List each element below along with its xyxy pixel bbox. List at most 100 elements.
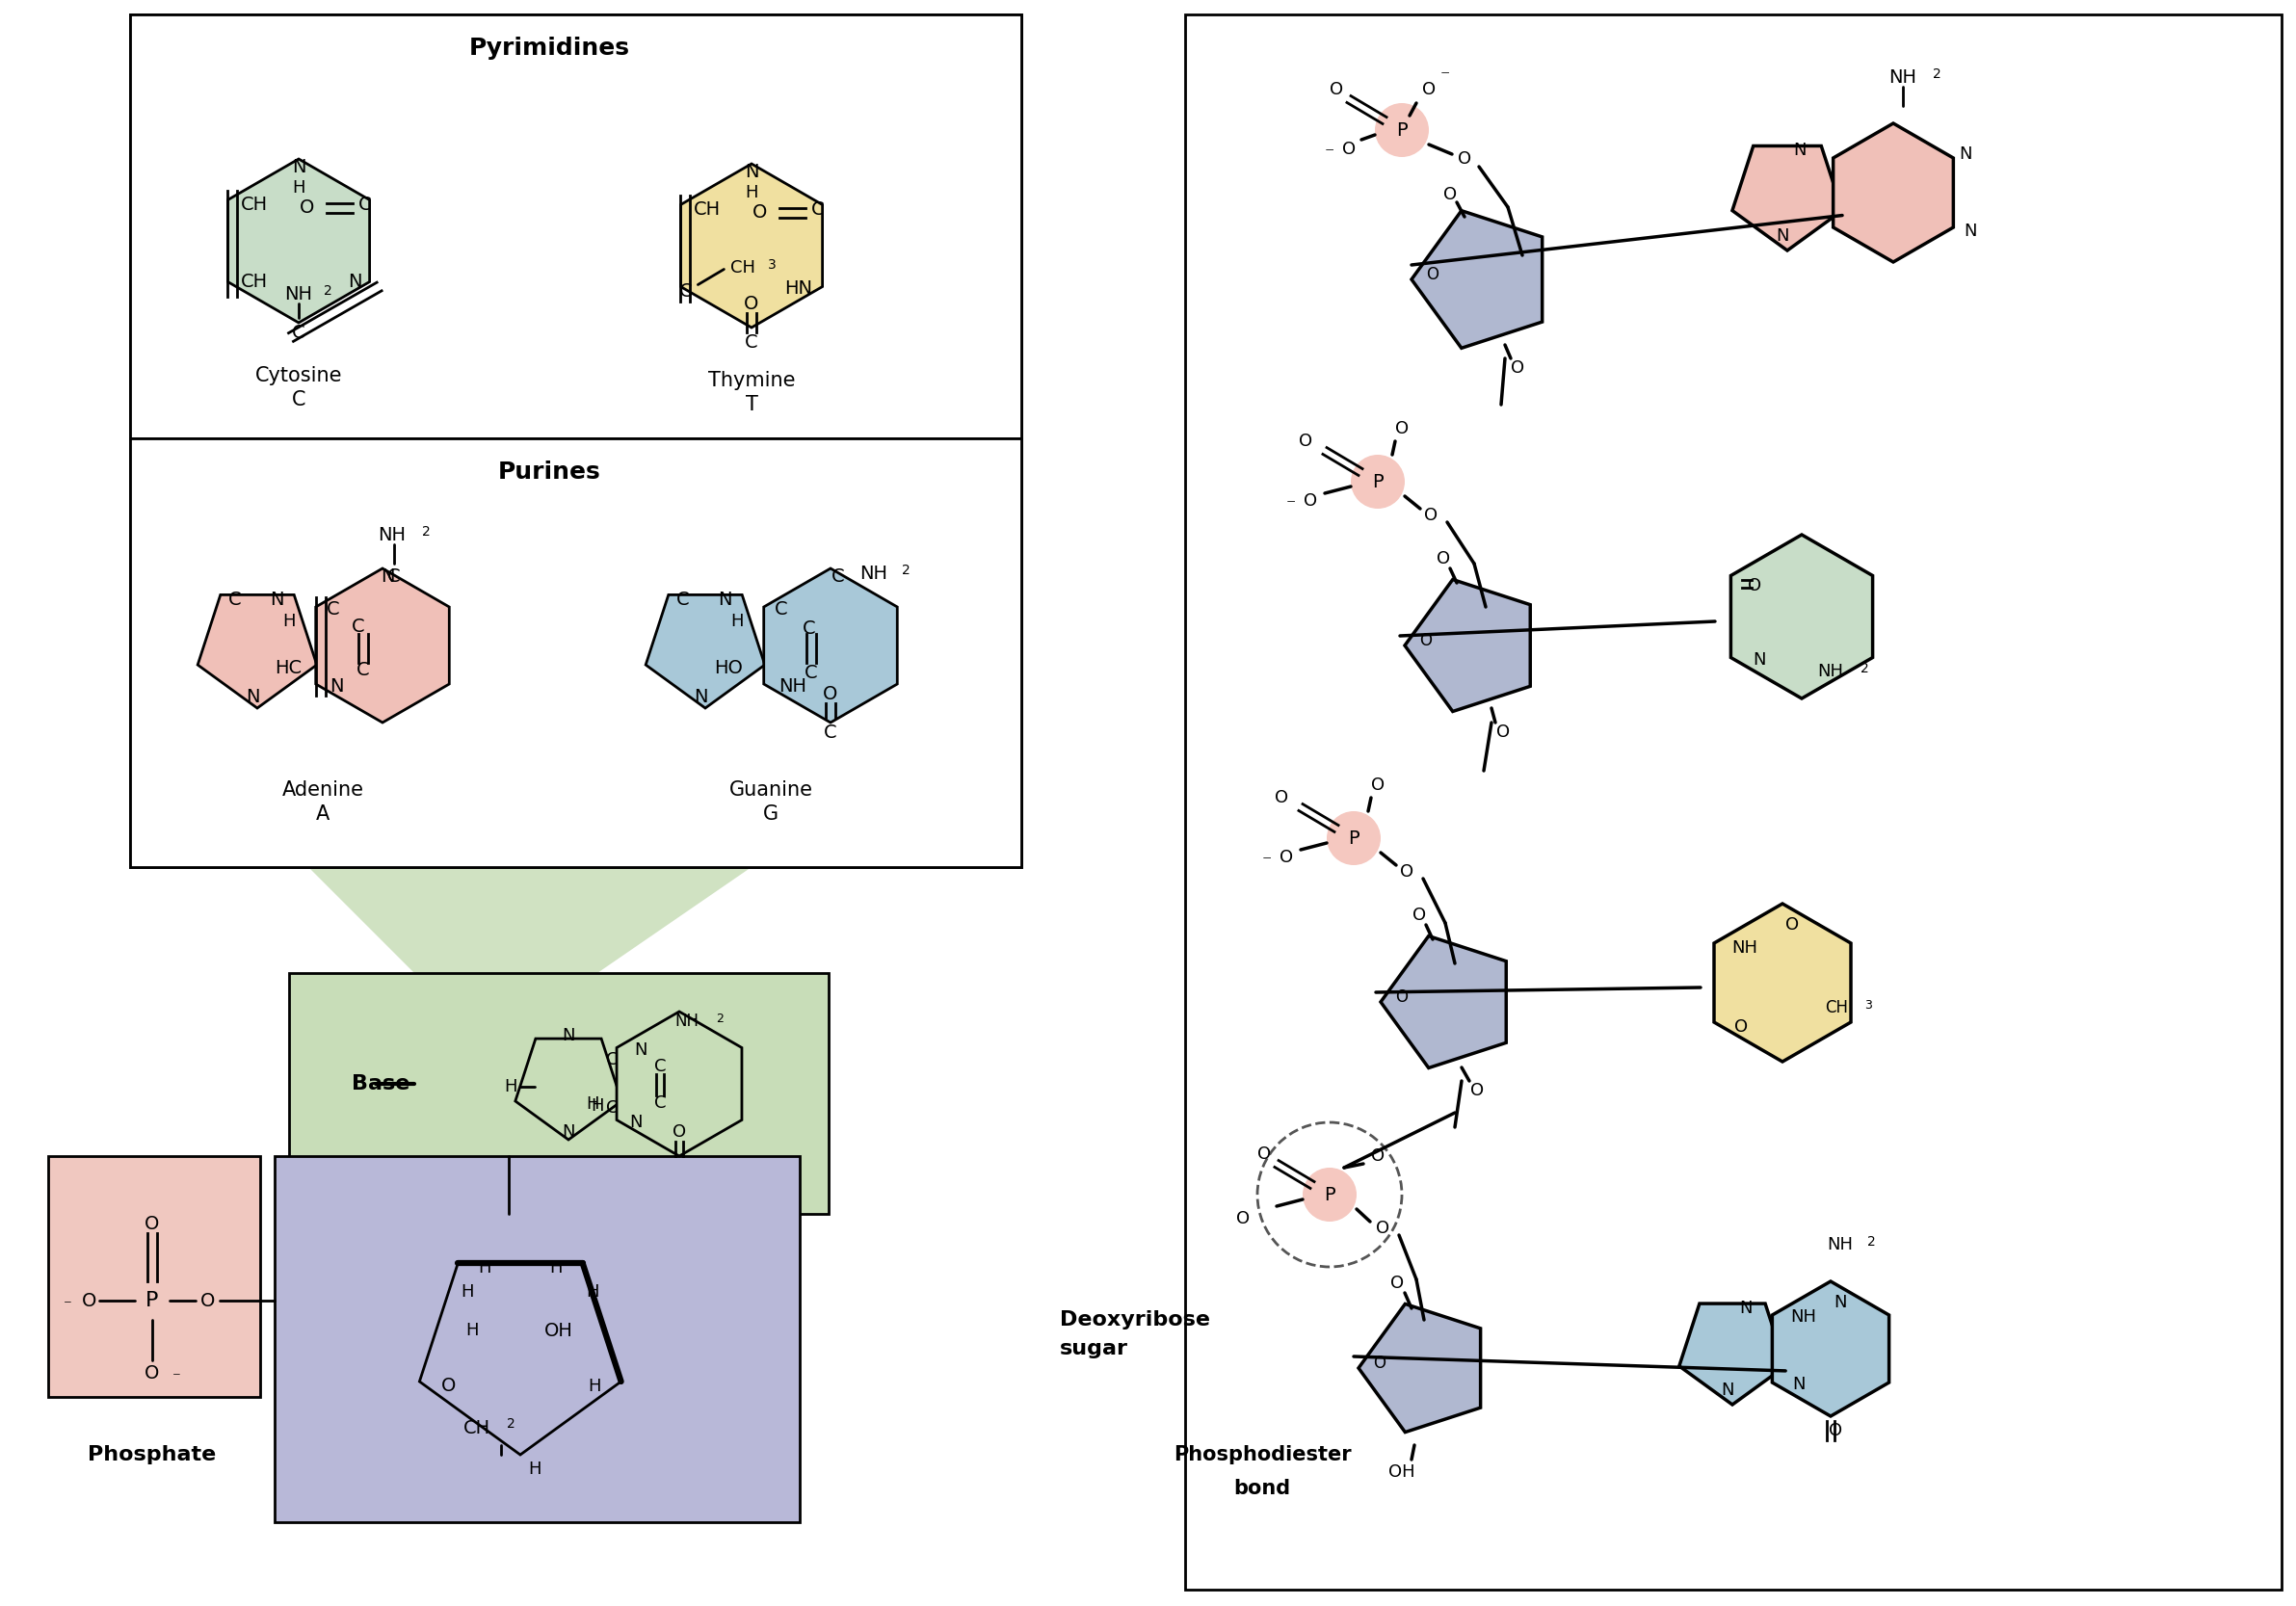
Text: O: O bbox=[1437, 551, 1451, 567]
Text: C: C bbox=[744, 332, 758, 352]
Text: O: O bbox=[1258, 1145, 1272, 1163]
Text: C: C bbox=[351, 617, 365, 636]
Text: ⁻: ⁻ bbox=[64, 1296, 71, 1314]
Text: H: H bbox=[730, 613, 744, 631]
Text: 3: 3 bbox=[1864, 999, 1871, 1012]
Text: Purines: Purines bbox=[498, 461, 602, 483]
Text: NH: NH bbox=[1791, 1309, 1816, 1325]
Text: 2: 2 bbox=[507, 1416, 514, 1431]
Text: 2: 2 bbox=[1867, 1235, 1876, 1248]
Text: O: O bbox=[1747, 577, 1761, 594]
Text: P: P bbox=[1396, 120, 1407, 140]
Text: 2: 2 bbox=[324, 284, 333, 297]
Text: O: O bbox=[1424, 507, 1437, 524]
Text: H: H bbox=[585, 1095, 599, 1113]
Text: O: O bbox=[1396, 421, 1410, 437]
Text: 2: 2 bbox=[902, 564, 909, 577]
Text: A: A bbox=[317, 805, 331, 824]
Text: OH: OH bbox=[544, 1322, 574, 1339]
Text: 3: 3 bbox=[767, 257, 776, 271]
Text: C: C bbox=[326, 599, 340, 618]
Polygon shape bbox=[1412, 210, 1543, 349]
Text: HC: HC bbox=[273, 658, 301, 676]
Text: N: N bbox=[292, 157, 305, 175]
Text: ⁻: ⁻ bbox=[172, 1368, 181, 1386]
Text: H: H bbox=[478, 1259, 491, 1277]
Text: O: O bbox=[145, 1214, 161, 1233]
Text: T: T bbox=[746, 395, 758, 414]
Polygon shape bbox=[765, 569, 898, 723]
Text: O: O bbox=[1511, 360, 1525, 377]
Text: C: C bbox=[356, 660, 370, 679]
Text: N: N bbox=[1793, 141, 1807, 159]
Text: N: N bbox=[331, 676, 344, 695]
Text: O: O bbox=[1421, 80, 1435, 98]
Polygon shape bbox=[1832, 124, 1954, 262]
Text: O: O bbox=[1401, 862, 1414, 880]
Text: NH: NH bbox=[1818, 663, 1844, 681]
Text: ⁻: ⁻ bbox=[1286, 496, 1295, 516]
Polygon shape bbox=[197, 594, 317, 708]
Text: H: H bbox=[588, 1378, 602, 1396]
Text: C: C bbox=[810, 201, 824, 218]
Text: O: O bbox=[1375, 1219, 1389, 1237]
Text: Phosphodiester: Phosphodiester bbox=[1173, 1445, 1350, 1465]
Text: O: O bbox=[1343, 141, 1355, 157]
Text: sugar: sugar bbox=[1061, 1339, 1127, 1359]
Text: H: H bbox=[549, 1259, 563, 1277]
Polygon shape bbox=[1731, 535, 1874, 699]
Text: CH: CH bbox=[241, 273, 269, 291]
Text: H: H bbox=[461, 1283, 475, 1301]
Text: O: O bbox=[1444, 186, 1458, 204]
Text: N: N bbox=[1963, 223, 1977, 239]
Text: CH: CH bbox=[730, 259, 755, 276]
Text: NH: NH bbox=[778, 676, 806, 695]
Text: N: N bbox=[634, 1041, 647, 1058]
Text: O: O bbox=[298, 199, 315, 217]
Text: H: H bbox=[585, 1283, 599, 1301]
Text: C: C bbox=[677, 591, 689, 609]
Text: N: N bbox=[693, 687, 707, 705]
Text: ⁻: ⁻ bbox=[1263, 853, 1272, 872]
Text: P: P bbox=[145, 1291, 158, 1310]
Text: O: O bbox=[1235, 1209, 1249, 1227]
Polygon shape bbox=[1678, 1304, 1786, 1405]
Text: Pyrimidines: Pyrimidines bbox=[468, 37, 629, 59]
Polygon shape bbox=[1380, 936, 1506, 1068]
Polygon shape bbox=[514, 1039, 622, 1140]
Text: O: O bbox=[441, 1378, 457, 1396]
Bar bbox=[48, 1156, 259, 1397]
Text: N: N bbox=[1835, 1294, 1846, 1310]
Text: N: N bbox=[269, 591, 285, 609]
Text: N: N bbox=[1793, 1376, 1805, 1392]
Text: H: H bbox=[282, 613, 296, 631]
Text: O: O bbox=[753, 204, 767, 222]
Text: C: C bbox=[292, 323, 305, 342]
Text: ⁻: ⁻ bbox=[1325, 145, 1334, 164]
Text: H: H bbox=[744, 185, 758, 201]
Text: Guanine: Guanine bbox=[728, 781, 813, 800]
Text: C: C bbox=[804, 618, 815, 638]
Text: O: O bbox=[1371, 1147, 1384, 1164]
Text: NH: NH bbox=[1828, 1237, 1853, 1253]
Bar bbox=[131, 14, 1022, 438]
Bar bbox=[289, 973, 829, 1214]
Text: NH: NH bbox=[1890, 67, 1917, 87]
Bar bbox=[131, 438, 1022, 867]
Text: H: H bbox=[505, 1078, 517, 1095]
Text: O: O bbox=[1469, 1082, 1483, 1099]
Text: NH: NH bbox=[285, 284, 312, 304]
Text: O: O bbox=[1373, 1354, 1387, 1372]
Bar bbox=[276, 1156, 799, 1522]
Text: O: O bbox=[1304, 493, 1318, 509]
Bar bbox=[1185, 14, 2282, 1590]
Text: O: O bbox=[1497, 724, 1511, 740]
Polygon shape bbox=[618, 1012, 742, 1156]
Text: N: N bbox=[1775, 228, 1789, 244]
Polygon shape bbox=[1405, 580, 1529, 711]
Polygon shape bbox=[1715, 904, 1851, 1062]
Text: O: O bbox=[1279, 848, 1293, 866]
Text: N: N bbox=[1722, 1381, 1733, 1399]
Text: 2: 2 bbox=[716, 1012, 723, 1025]
Text: bond: bond bbox=[1233, 1479, 1290, 1498]
